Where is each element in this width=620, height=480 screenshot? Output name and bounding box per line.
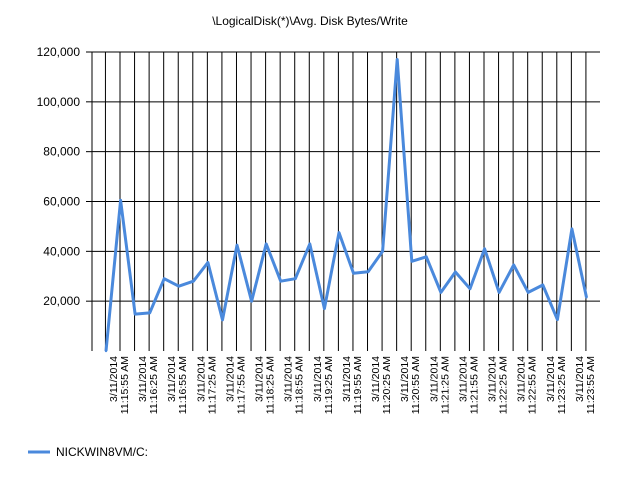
x-tick-label-time: 11:21:55 AM (468, 356, 480, 414)
x-tick-label-date: 3/11/2014 (487, 356, 499, 402)
data-point (133, 312, 137, 316)
data-point (425, 255, 428, 258)
data-point (352, 272, 355, 275)
x-tick-label-time: 11:16:25 AM (148, 356, 160, 414)
data-point (527, 291, 530, 294)
x-tick-label-time: 11:19:25 AM (323, 356, 335, 414)
data-point (570, 227, 574, 231)
grid-lines (91, 51, 600, 351)
data-point (279, 280, 282, 283)
y-tick-label: 40,000 (43, 244, 80, 258)
x-tick-label-date: 3/11/2014 (428, 356, 440, 402)
x-tick-label-time: 11:20:25 AM (381, 356, 393, 414)
x-tick-label-time: 11:19:55 AM (352, 356, 364, 414)
y-tick-label: 80,000 (43, 145, 80, 159)
data-point (381, 250, 384, 253)
x-tick-label-date: 3/11/2014 (516, 356, 528, 402)
data-point (410, 260, 413, 263)
x-tick-label-time: 11:18:25 AM (265, 356, 277, 414)
data-point (206, 261, 210, 264)
data-point (177, 285, 180, 288)
y-axis-tick-labels: 120,000 100,000 80,000 60,000 40,000 20,000 (37, 45, 92, 308)
data-point (483, 247, 486, 250)
x-tick-label-time: 11:23:55 AM (585, 356, 597, 414)
x-tick-label-date: 3/11/2014 (137, 356, 149, 402)
x-tick-label-date: 3/11/2014 (283, 356, 295, 402)
data-point (192, 280, 195, 283)
series-line (104, 58, 588, 352)
x-tick-label-time: 11:20:55 AM (410, 356, 422, 414)
data-point (366, 270, 370, 273)
data-point (541, 283, 544, 287)
x-tick-label-date: 3/11/2014 (545, 356, 557, 402)
data-point (454, 270, 457, 274)
x-tick-label-date: 3/11/2014 (399, 356, 411, 402)
x-tick-label-time: 11:22:25 AM (498, 356, 510, 414)
data-point (512, 263, 515, 267)
x-tick-label-time: 11:17:25 AM (206, 356, 218, 414)
x-tick-label-time: 11:15:55 AM (119, 356, 131, 414)
legend[interactable]: NICKWIN8VM/C: (28, 445, 148, 459)
data-point (585, 296, 588, 299)
y-tick-label: 20,000 (43, 294, 80, 308)
x-tick-label-date: 3/11/2014 (195, 356, 207, 402)
data-point (250, 300, 253, 303)
y-tick-label: 60,000 (43, 195, 80, 209)
x-tick-label-date: 3/11/2014 (254, 356, 266, 402)
data-point (265, 242, 268, 246)
x-tick-label-time: 11:21:25 AM (439, 356, 451, 414)
x-tick-label-date: 3/11/2014 (457, 356, 469, 402)
x-tick-label-date: 3/11/2014 (312, 356, 324, 402)
data-point (396, 58, 399, 61)
x-tick-label-date: 3/11/2014 (224, 356, 236, 402)
x-tick-label-date: 3/11/2014 (108, 356, 120, 402)
data-point (163, 277, 166, 280)
data-point (294, 277, 297, 280)
data-point (556, 318, 559, 321)
x-tick-label-time: 11:18:55 AM (294, 356, 306, 414)
series-layer (104, 58, 588, 353)
x-axis-tick-labels: 3/11/2014 11:15:55 AM 3/11/2014 11:16:25 AM… (108, 356, 597, 414)
y-tick-label: 100,000 (37, 95, 81, 109)
data-point (221, 318, 224, 322)
data-point (235, 243, 239, 247)
x-tick-label-time: 11:22:55 AM (527, 356, 539, 414)
x-tick-label-time: 11:17:55 AM (235, 356, 247, 414)
x-tick-label-date: 3/11/2014 (370, 356, 382, 402)
data-point (119, 199, 122, 202)
legend-label-nickwin8vm-c: NICKWIN8VM/C: (56, 445, 148, 459)
data-point (497, 291, 501, 294)
x-tick-label-time: 11:23:25 AM (556, 356, 568, 414)
data-point (468, 287, 472, 290)
data-point (148, 311, 151, 315)
data-point (337, 231, 341, 234)
data-point (104, 349, 108, 353)
x-tick-label-date: 3/11/2014 (574, 356, 586, 402)
data-point (323, 307, 326, 310)
data-point (439, 291, 443, 294)
x-tick-label-time: 11:16:55 AM (177, 356, 189, 414)
x-tick-label-date: 3/11/2014 (341, 356, 353, 402)
chart-title: \LogicalDisk(*)\Avg. Disk Bytes/Write (212, 14, 408, 28)
data-point (308, 242, 311, 246)
y-tick-label: 120,000 (37, 45, 81, 59)
x-tick-label-date: 3/11/2014 (166, 356, 178, 402)
